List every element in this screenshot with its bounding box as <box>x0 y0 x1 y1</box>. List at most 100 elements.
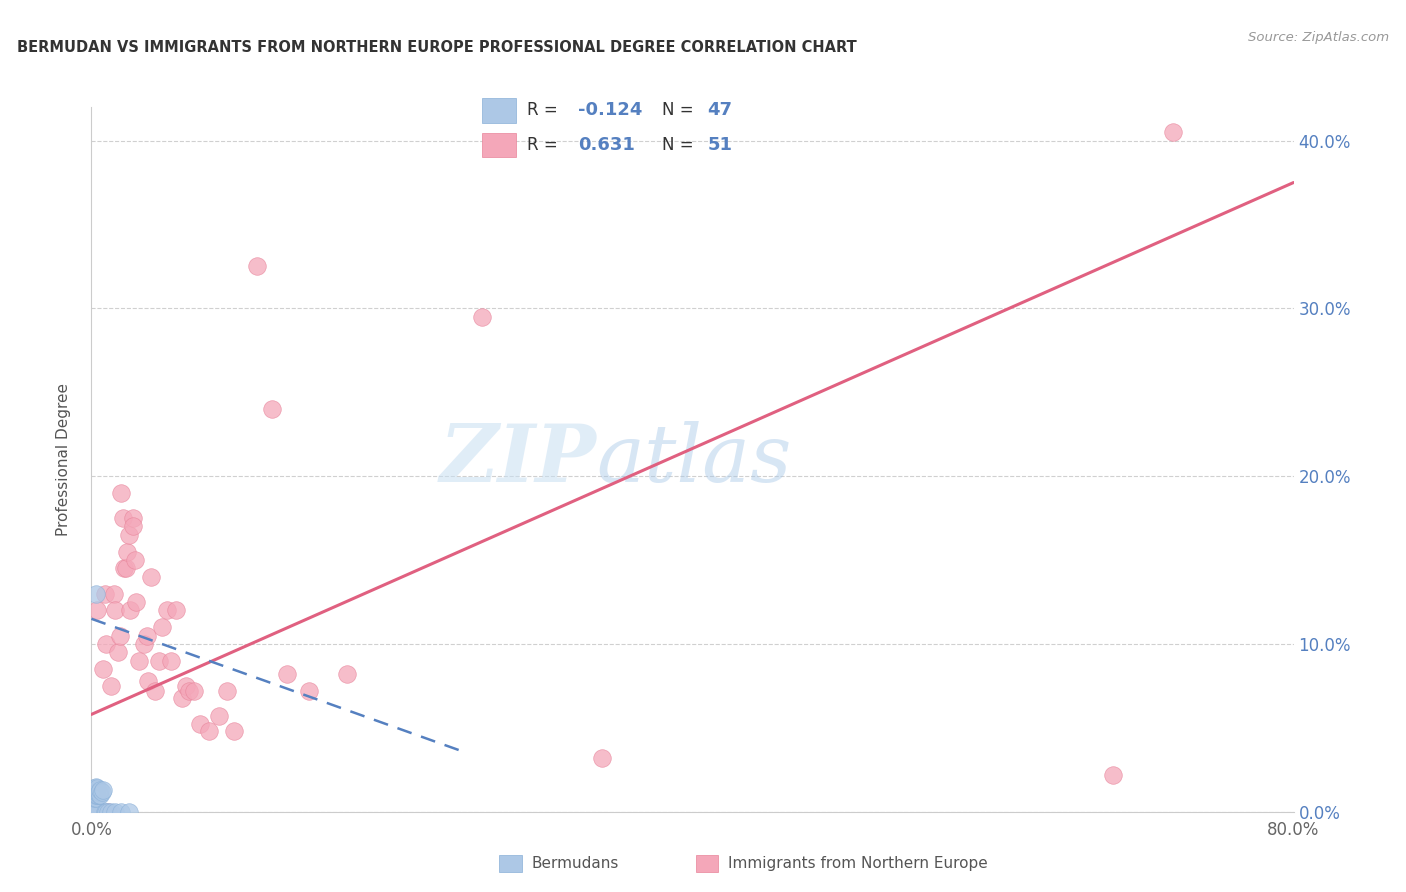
Point <box>96 637 118 651</box>
Point <box>83 805 105 819</box>
Point <box>82 805 104 819</box>
Point <box>336 667 359 681</box>
Text: Immigrants from Northern Europe: Immigrants from Northern Europe <box>728 856 988 871</box>
Text: R =: R = <box>527 136 564 153</box>
Point <box>128 654 150 668</box>
Point <box>94 586 117 600</box>
Point <box>174 679 197 693</box>
Point <box>124 553 146 567</box>
Point <box>83 805 105 819</box>
Point <box>208 709 231 723</box>
Text: Source: ZipAtlas.com: Source: ZipAtlas.com <box>1249 31 1389 45</box>
Point <box>87 788 110 802</box>
Point <box>82 805 104 819</box>
Point <box>141 570 163 584</box>
Point <box>224 724 246 739</box>
Text: ZIP: ZIP <box>440 421 596 498</box>
Point <box>94 805 117 819</box>
Point <box>591 751 613 765</box>
Point <box>150 620 173 634</box>
Point <box>298 684 321 698</box>
Point <box>188 717 211 731</box>
Point <box>276 667 298 681</box>
Point <box>115 561 138 575</box>
Text: 0.631: 0.631 <box>578 136 634 153</box>
Point <box>82 797 104 811</box>
Point <box>83 783 105 797</box>
Point <box>100 679 122 693</box>
Point <box>160 654 183 668</box>
Point <box>82 805 104 819</box>
Point <box>89 805 111 819</box>
Point <box>84 780 107 794</box>
Text: -0.124: -0.124 <box>578 101 643 119</box>
Text: Bermudans: Bermudans <box>531 856 619 871</box>
Point <box>1161 125 1184 139</box>
Point <box>82 797 104 811</box>
Point <box>82 784 104 798</box>
Point <box>82 805 104 819</box>
Point <box>93 662 115 676</box>
Point <box>84 788 107 802</box>
Point <box>177 684 200 698</box>
Point <box>108 629 131 643</box>
Point <box>82 805 104 819</box>
Point <box>117 544 139 558</box>
Point <box>110 486 132 500</box>
Point <box>82 791 104 805</box>
Text: N =: N = <box>662 136 699 153</box>
Point <box>86 781 108 796</box>
Point <box>90 784 112 798</box>
Point <box>260 402 283 417</box>
Point <box>83 805 105 819</box>
Point <box>100 805 122 819</box>
Point <box>82 805 104 819</box>
Point <box>82 805 104 819</box>
Point <box>183 684 205 698</box>
Point <box>215 684 238 698</box>
Point <box>84 784 107 798</box>
Point <box>120 603 142 617</box>
Bar <box>482 133 516 158</box>
Point <box>83 781 105 796</box>
Point <box>148 654 170 668</box>
Point <box>82 805 104 819</box>
Point <box>97 805 120 819</box>
Text: 47: 47 <box>707 101 733 119</box>
Text: 51: 51 <box>707 136 733 153</box>
Point <box>83 788 105 802</box>
Point <box>82 805 104 819</box>
Point <box>89 788 111 802</box>
Point <box>86 784 108 798</box>
Point <box>82 788 104 802</box>
Point <box>84 791 107 805</box>
Text: atlas: atlas <box>596 421 792 498</box>
Point <box>84 586 107 600</box>
Text: BERMUDAN VS IMMIGRANTS FROM NORTHERN EUROPE PROFESSIONAL DEGREE CORRELATION CHAR: BERMUDAN VS IMMIGRANTS FROM NORTHERN EUR… <box>17 40 856 55</box>
Point <box>82 805 104 819</box>
Point <box>96 805 118 819</box>
Point <box>87 784 110 798</box>
Point <box>246 260 269 274</box>
Point <box>143 684 166 698</box>
Bar <box>482 98 516 122</box>
Point <box>132 637 155 651</box>
Point <box>104 603 127 617</box>
Point <box>136 629 159 643</box>
Y-axis label: Professional Degree: Professional Degree <box>56 383 70 536</box>
Point <box>118 805 141 819</box>
Point <box>83 784 105 798</box>
Point <box>471 310 494 324</box>
Point <box>107 645 129 659</box>
Point <box>155 603 177 617</box>
Point <box>86 603 108 617</box>
Point <box>165 603 187 617</box>
Point <box>110 805 132 819</box>
Point <box>84 783 107 797</box>
Point <box>138 673 160 688</box>
Point <box>197 724 219 739</box>
Point <box>125 595 148 609</box>
Point <box>122 511 145 525</box>
Point <box>118 528 141 542</box>
Text: N =: N = <box>662 101 699 119</box>
